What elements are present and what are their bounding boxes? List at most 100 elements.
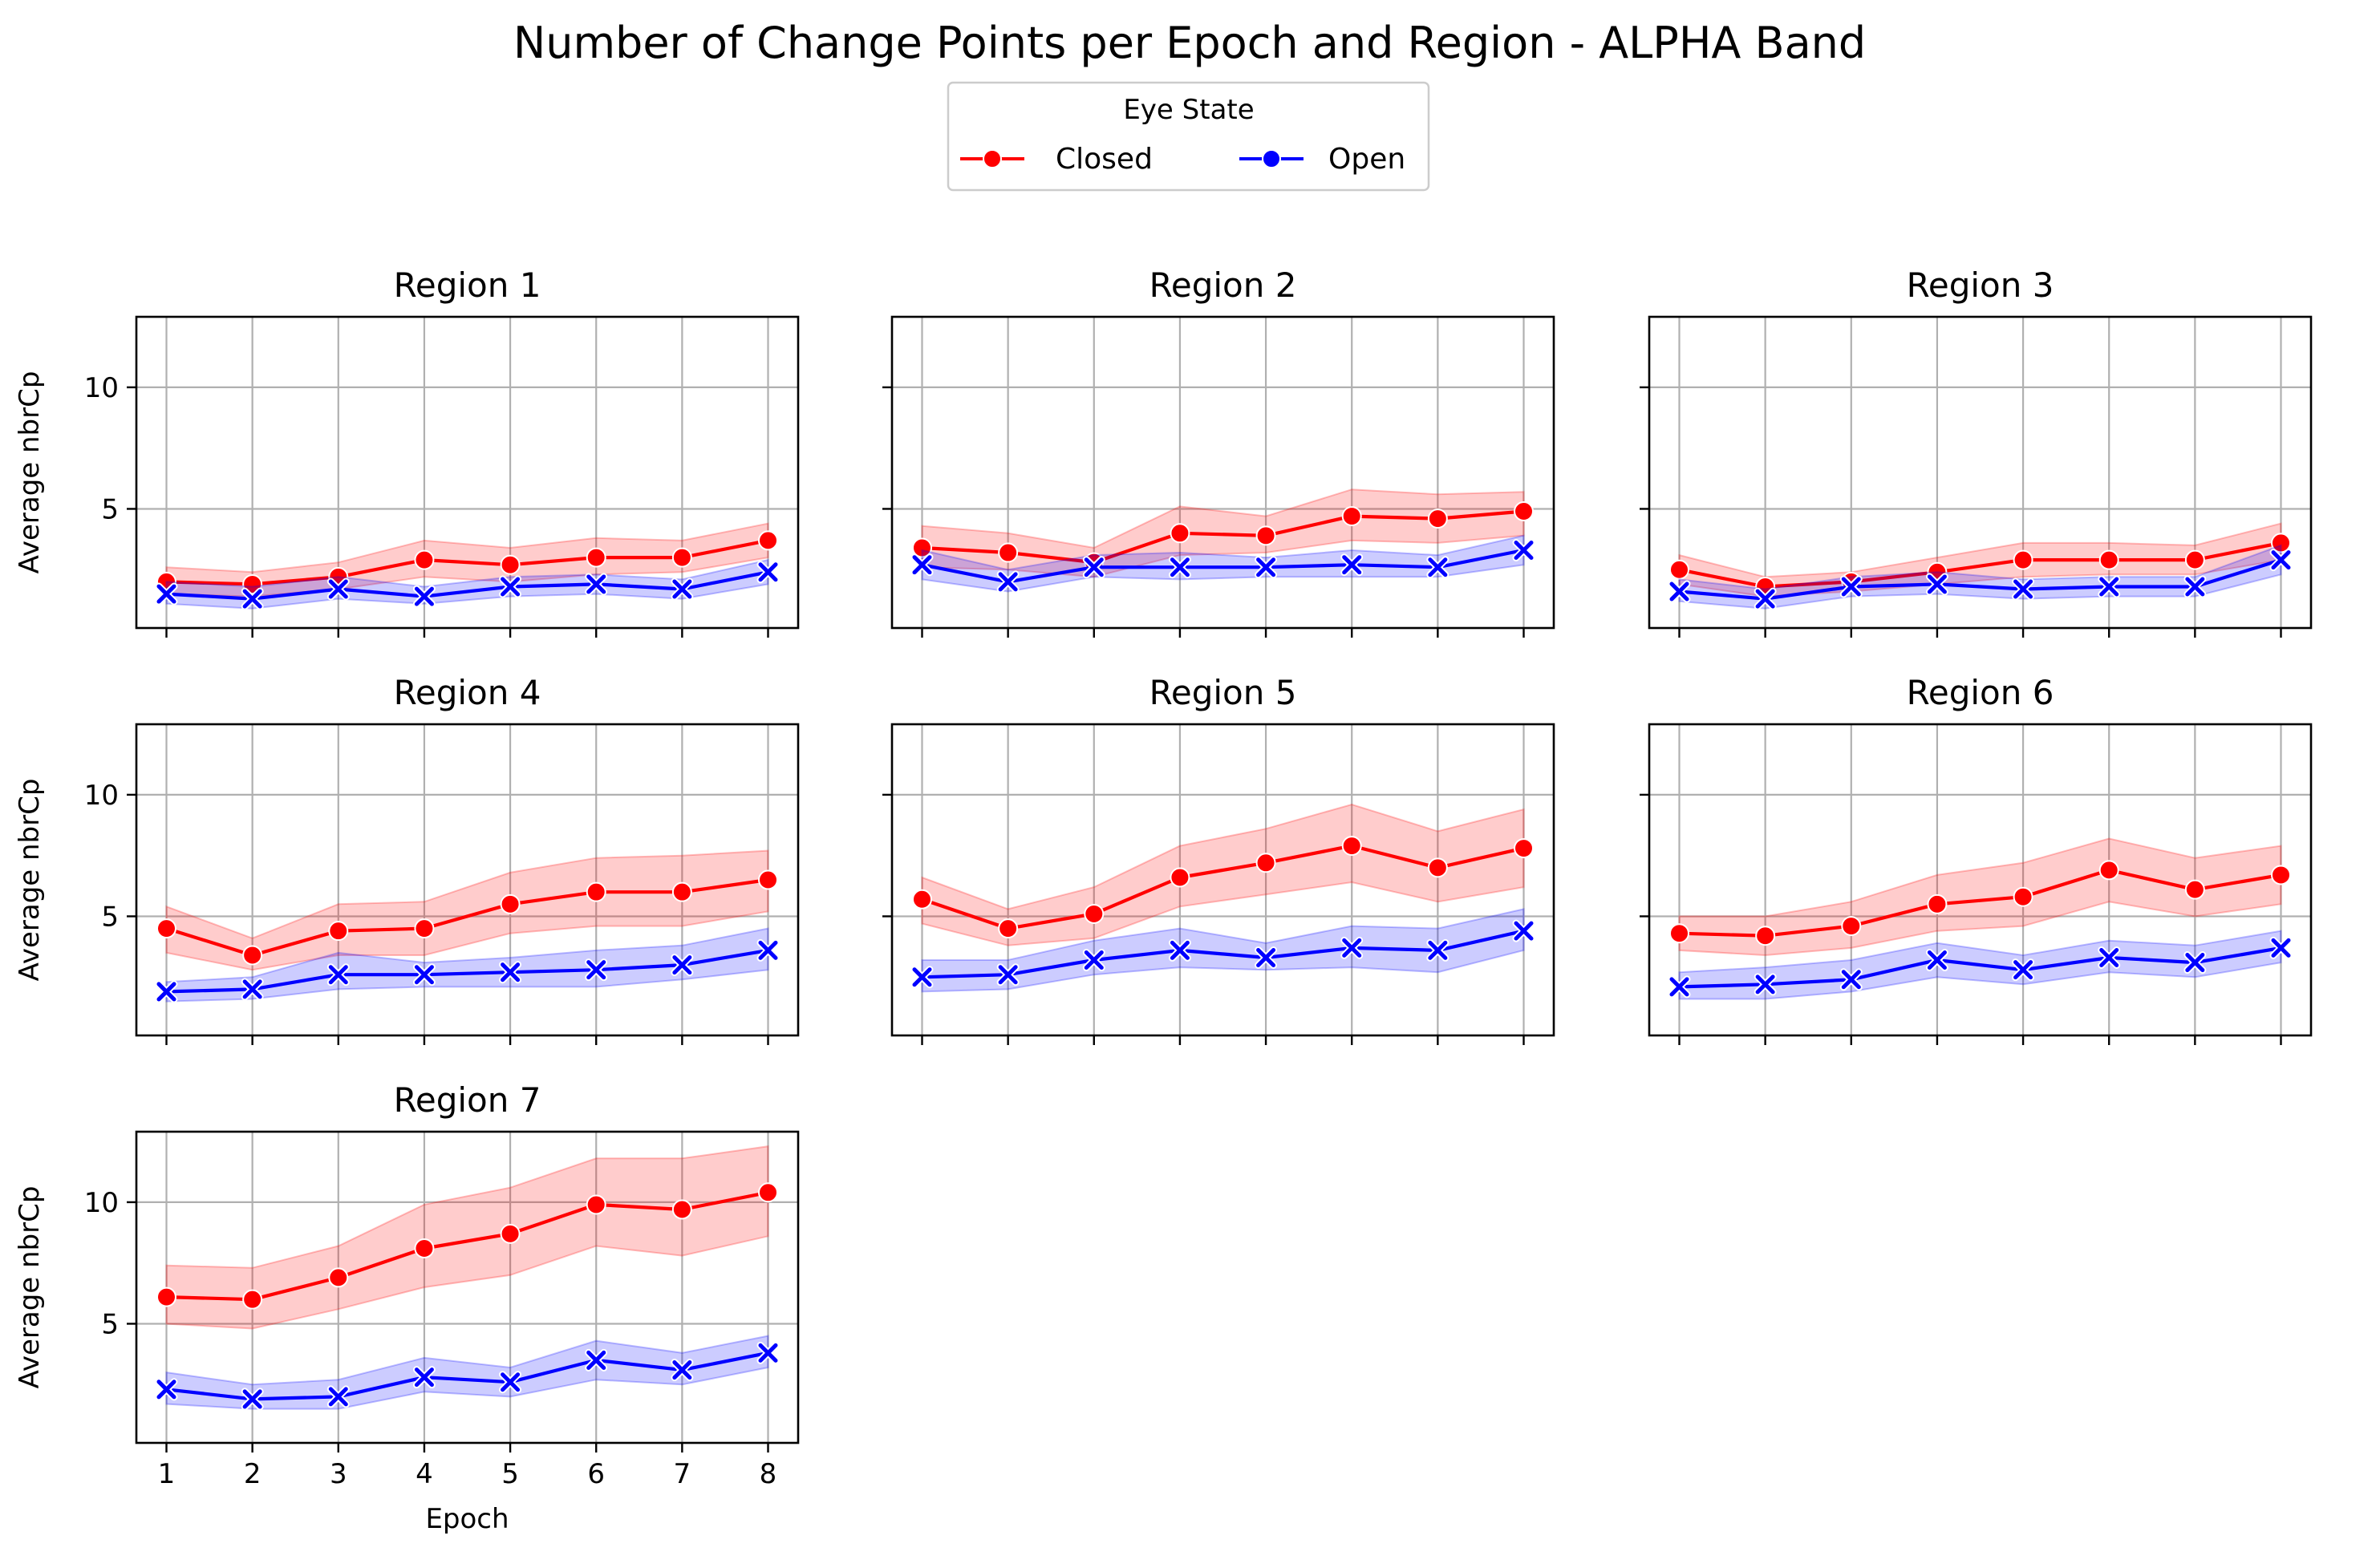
marker-x bbox=[328, 965, 348, 985]
series-line-closed bbox=[166, 538, 768, 586]
point-closed bbox=[414, 1238, 435, 1258]
x-tick-label: 5 bbox=[501, 1458, 519, 1490]
ci-band-closed bbox=[1678, 837, 2282, 957]
point-open bbox=[2012, 577, 2035, 601]
point-closed bbox=[671, 1199, 692, 1220]
marker-x bbox=[1927, 574, 1947, 594]
panel-2: Region 2 bbox=[882, 265, 1555, 638]
point-open bbox=[756, 561, 780, 584]
point-closed bbox=[2013, 886, 2033, 907]
point-open bbox=[2098, 946, 2121, 969]
point-open bbox=[1754, 973, 1777, 996]
point-open bbox=[1082, 949, 1105, 972]
marker-x bbox=[1514, 921, 1534, 941]
marker-x bbox=[1342, 938, 1362, 958]
x-tick-label: 1 bbox=[158, 1458, 176, 1490]
point-closed bbox=[1755, 926, 1776, 946]
x-tick-label: 2 bbox=[244, 1458, 262, 1490]
panel-title: Region 4 bbox=[394, 673, 541, 712]
point-closed bbox=[671, 547, 692, 568]
marker-x bbox=[2013, 579, 2033, 599]
point-open bbox=[1168, 938, 1191, 962]
panel-title: Region 5 bbox=[1149, 673, 1297, 712]
point-open bbox=[412, 963, 436, 987]
point-closed bbox=[156, 1286, 176, 1307]
marker-x bbox=[414, 965, 434, 985]
marker-x bbox=[758, 1343, 778, 1363]
point-open bbox=[1839, 968, 1863, 991]
y-tick-label: 5 bbox=[101, 1308, 119, 1340]
panels: 5 10 Region 1 Average nbrCp Region 2 Region 3… bbox=[14, 265, 2313, 1535]
point-closed bbox=[328, 1267, 349, 1288]
point-open bbox=[756, 938, 780, 962]
point-closed bbox=[1514, 838, 1534, 859]
ci-band-open bbox=[921, 534, 1525, 593]
marker-x bbox=[758, 940, 778, 960]
point-closed bbox=[998, 918, 1019, 939]
point-closed bbox=[758, 530, 778, 551]
series-line-closed bbox=[1679, 868, 2281, 938]
panel-title: Region 1 bbox=[394, 265, 541, 305]
marker-x bbox=[586, 960, 606, 980]
point-closed bbox=[414, 549, 435, 570]
point-open bbox=[910, 553, 934, 577]
point-closed bbox=[1427, 508, 1448, 529]
point-open bbox=[1255, 946, 1278, 969]
point-open bbox=[499, 1371, 522, 1394]
point-closed bbox=[1255, 853, 1276, 873]
point-closed bbox=[2184, 549, 2205, 570]
panel-3: Region 3 bbox=[1640, 265, 2313, 638]
legend-open-label: Open bbox=[1328, 143, 1405, 176]
panel-4: 5 10 Region 4 Average nbrCp bbox=[14, 673, 800, 1045]
point-closed bbox=[500, 554, 521, 575]
ci-band-closed bbox=[921, 803, 1525, 946]
marker-x bbox=[156, 982, 176, 1002]
panel-7: 1 2 3 4 5 6 7 8 5 10 Region 7 Average nbrCp Epoch bbox=[14, 1080, 800, 1535]
point-open bbox=[499, 575, 522, 598]
y-axis-label: Average nbrCp bbox=[14, 779, 46, 982]
point-open bbox=[1426, 556, 1449, 579]
marker-x bbox=[1428, 557, 1448, 577]
point-open bbox=[910, 966, 934, 989]
point-open bbox=[671, 954, 694, 977]
point-closed bbox=[242, 573, 263, 594]
y-tick-label: 10 bbox=[84, 372, 119, 404]
series-line-closed bbox=[1679, 541, 2281, 589]
marker-x bbox=[501, 577, 521, 597]
point-open bbox=[1168, 556, 1191, 579]
marker-x bbox=[1669, 977, 1689, 997]
point-closed bbox=[242, 945, 263, 966]
y-axis-label: Average nbrCp bbox=[14, 371, 46, 574]
legend: Eye State Closed Open bbox=[947, 81, 1430, 192]
point-closed bbox=[586, 547, 606, 568]
axes-frame bbox=[890, 723, 1555, 1037]
point-open bbox=[241, 587, 264, 610]
point-open bbox=[2098, 575, 2121, 598]
axes-frame bbox=[1648, 723, 2313, 1037]
ci-band-open bbox=[1678, 544, 2282, 610]
x-axis-label: Epoch bbox=[425, 1503, 509, 1535]
point-closed bbox=[586, 1194, 606, 1215]
marker-x bbox=[586, 1350, 606, 1370]
point-open bbox=[1839, 575, 1863, 598]
series-line-closed bbox=[166, 1190, 768, 1302]
point-closed bbox=[1255, 525, 1276, 546]
point-closed bbox=[1927, 893, 1948, 914]
ci-band-closed bbox=[165, 849, 769, 971]
panel-title: Region 7 bbox=[394, 1080, 541, 1120]
point-closed bbox=[912, 889, 932, 910]
point-open bbox=[1512, 919, 1535, 942]
y-tick-label: 10 bbox=[84, 780, 119, 812]
point-open bbox=[155, 1378, 178, 1401]
marker-x bbox=[758, 562, 778, 582]
marker-x bbox=[1170, 940, 1190, 960]
point-closed bbox=[2271, 533, 2291, 553]
x-tick-label: 7 bbox=[674, 1458, 691, 1490]
point-closed bbox=[1841, 916, 1862, 937]
marker-x bbox=[1170, 557, 1190, 577]
marker-x bbox=[1428, 940, 1448, 960]
point-closed bbox=[2271, 865, 2291, 885]
marker-x bbox=[672, 1360, 692, 1380]
series-line-open bbox=[166, 1351, 768, 1401]
